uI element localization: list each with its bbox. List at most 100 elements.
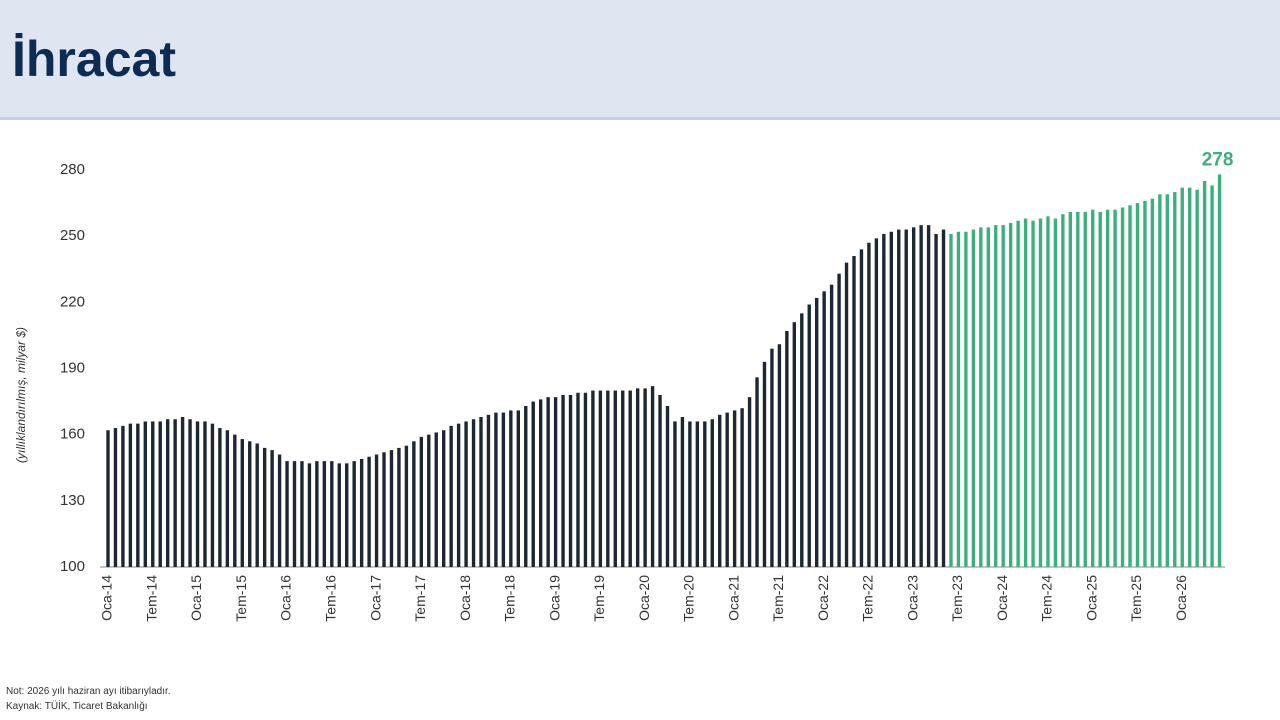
bar — [688, 421, 692, 567]
bar — [874, 238, 879, 567]
bar — [270, 450, 274, 567]
bar — [1105, 209, 1110, 567]
bar — [546, 397, 550, 567]
bar — [427, 434, 431, 567]
bar — [419, 436, 424, 567]
bar — [725, 412, 729, 567]
bar — [188, 419, 192, 567]
bar — [121, 425, 125, 567]
bar — [106, 430, 110, 567]
x-tick-label: Oca-24 — [994, 575, 1010, 621]
x-tick-label: Tem-17 — [412, 575, 428, 622]
bar — [553, 397, 558, 567]
bar — [710, 419, 714, 567]
bar — [113, 428, 118, 567]
bar — [718, 414, 722, 567]
bar — [822, 291, 826, 567]
bar — [248, 441, 252, 567]
x-tick-label: Oca-14 — [99, 575, 115, 621]
bar — [136, 423, 140, 567]
bar — [1195, 189, 1199, 567]
bar — [225, 430, 230, 567]
header: İhracat — [0, 0, 1280, 120]
bar — [1008, 222, 1013, 567]
x-tick-label: Oca-18 — [457, 575, 473, 621]
bar — [501, 412, 506, 567]
bar — [800, 313, 804, 567]
bar — [1053, 218, 1058, 567]
x-tick-label: Oca-21 — [725, 575, 741, 621]
bar — [621, 390, 625, 567]
x-tick-label: Tem-16 — [323, 575, 339, 622]
chart: (yıllıklandırılmış, milyar $) 100 130 160 1… — [14, 149, 1234, 622]
x-tick-label: Tem-21 — [770, 575, 786, 622]
bar — [979, 227, 983, 567]
bar — [330, 461, 334, 567]
bar — [852, 256, 856, 567]
bar — [352, 461, 356, 567]
bar — [195, 421, 200, 567]
x-tick-label: Oca-15 — [188, 575, 204, 621]
bar — [151, 421, 155, 567]
bar — [397, 447, 401, 567]
y-tick-label: 250 — [60, 227, 85, 244]
bar — [1150, 198, 1155, 567]
bar — [404, 445, 409, 567]
bar — [703, 421, 707, 567]
bar — [598, 390, 603, 567]
bar — [740, 408, 744, 567]
bar — [524, 405, 528, 567]
bar — [315, 461, 319, 567]
x-tick-label: Tem-19 — [591, 575, 607, 622]
x-tick-label: Oca-22 — [815, 575, 831, 621]
bar — [755, 377, 759, 567]
bar — [732, 410, 737, 567]
bar — [941, 229, 946, 568]
y-tick-label: 280 — [60, 161, 85, 178]
bar — [456, 423, 461, 567]
bar — [1098, 211, 1102, 567]
x-tick-label: Tem-24 — [1039, 575, 1055, 622]
bar — [262, 447, 267, 567]
bar — [844, 262, 849, 567]
x-tick-label: Tem-20 — [681, 575, 697, 622]
value-label: 278 — [1202, 149, 1234, 170]
x-tick-label: Oca-17 — [367, 575, 383, 621]
y-tick-label: 130 — [60, 492, 85, 509]
bar — [1068, 211, 1073, 567]
bar — [412, 441, 416, 567]
bar — [367, 456, 371, 567]
y-tick-label: 160 — [60, 426, 85, 443]
bar — [1023, 218, 1028, 567]
bar — [322, 461, 327, 567]
x-tick-label: Tem-22 — [860, 575, 876, 622]
bar — [1143, 200, 1147, 567]
x-tick-label: Oca-16 — [278, 575, 294, 621]
bar — [1120, 207, 1125, 567]
bar — [829, 284, 834, 567]
bar — [859, 249, 864, 567]
bar — [576, 392, 580, 567]
bar — [591, 390, 595, 567]
bar — [695, 421, 700, 567]
bar — [762, 361, 767, 567]
bar — [635, 388, 640, 567]
bar — [897, 229, 901, 568]
bar — [1165, 194, 1170, 567]
bar — [770, 348, 774, 567]
bar — [449, 425, 453, 567]
bar — [345, 463, 349, 567]
bar — [643, 388, 647, 567]
bar — [964, 231, 968, 567]
bar — [1173, 192, 1177, 568]
bar — [359, 458, 364, 567]
x-tick-label: Oca-26 — [1173, 575, 1189, 621]
bar — [203, 421, 207, 567]
bar — [300, 461, 304, 567]
bar — [606, 390, 610, 567]
bar — [255, 443, 259, 567]
bar — [337, 463, 341, 567]
bar — [815, 297, 819, 567]
bar — [180, 417, 185, 567]
bar — [1083, 211, 1087, 567]
